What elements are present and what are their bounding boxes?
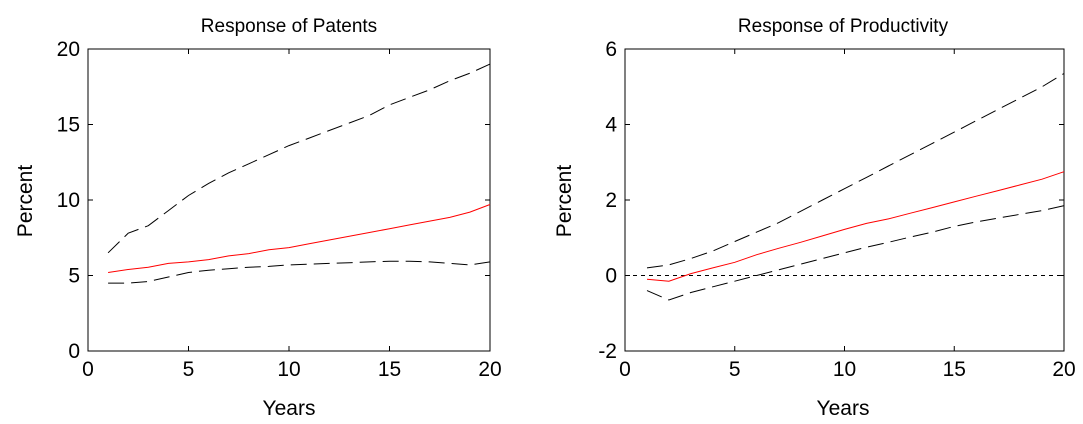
- patents-y-tick-label: 20: [57, 38, 80, 61]
- productivity-y-tick-label: 4: [605, 114, 617, 137]
- productivity-x-tick-label: 10: [833, 358, 856, 381]
- productivity-y-tick-label: -2: [598, 340, 617, 363]
- patents-y-tick-label: 15: [57, 114, 80, 137]
- productivity-y-tick-label: 6: [605, 38, 617, 61]
- patents-axes-box: [87, 48, 491, 352]
- patents-x-tick-label: 10: [277, 358, 300, 381]
- productivity-chart-title: Response of Productivity: [738, 16, 949, 37]
- productivity-point-estimate-line: [646, 171, 1065, 282]
- patents-chart-title: Response of Patents: [201, 16, 377, 37]
- productivity-y-axis-label: Percent: [553, 165, 576, 238]
- productivity-x-tick-label: 0: [619, 358, 631, 381]
- patents-upper-band-line: [107, 63, 491, 254]
- patents-x-tick-label: 5: [183, 358, 195, 381]
- patents-y-tick-label: 5: [68, 265, 80, 288]
- productivity-x-tick-label: 5: [729, 358, 741, 381]
- patents-x-tick-label: 0: [82, 358, 94, 381]
- patents-plot-area: 0 5 10 15 20 0 5 10 15 20: [57, 38, 502, 381]
- productivity-x-tick-label: 15: [943, 358, 966, 381]
- patents-y-tick-label: 0: [68, 340, 80, 363]
- productivity-x-axis-label: Years: [817, 397, 870, 419]
- patents-y-tick-label: 10: [57, 189, 80, 212]
- productivity-y-tick-label: 0: [605, 265, 617, 288]
- patents-lower-band-line: [108, 260, 491, 284]
- patents-y-axis-label: Percent: [14, 165, 37, 238]
- productivity-axes-box: [624, 48, 1065, 352]
- patents-x-axis-label: Years: [263, 397, 316, 419]
- productivity-x-tick-label: 20: [1052, 358, 1075, 381]
- productivity-upper-band-line: [646, 73, 1065, 269]
- patents-point-estimate-line: [108, 204, 491, 273]
- productivity-y-tick-label: 2: [605, 189, 617, 212]
- patents-x-tick-label: 20: [478, 358, 501, 381]
- productivity-lower-band-line: [646, 205, 1065, 301]
- patents-x-tick-label: 15: [378, 358, 401, 381]
- patents-panel: Response of Patents 0 5 10 15 20 0 5 10 15 20 Yea…: [14, 16, 502, 420]
- productivity-panel: Response of Productivity 0 5 10 15 20-20246 …: [553, 16, 1076, 420]
